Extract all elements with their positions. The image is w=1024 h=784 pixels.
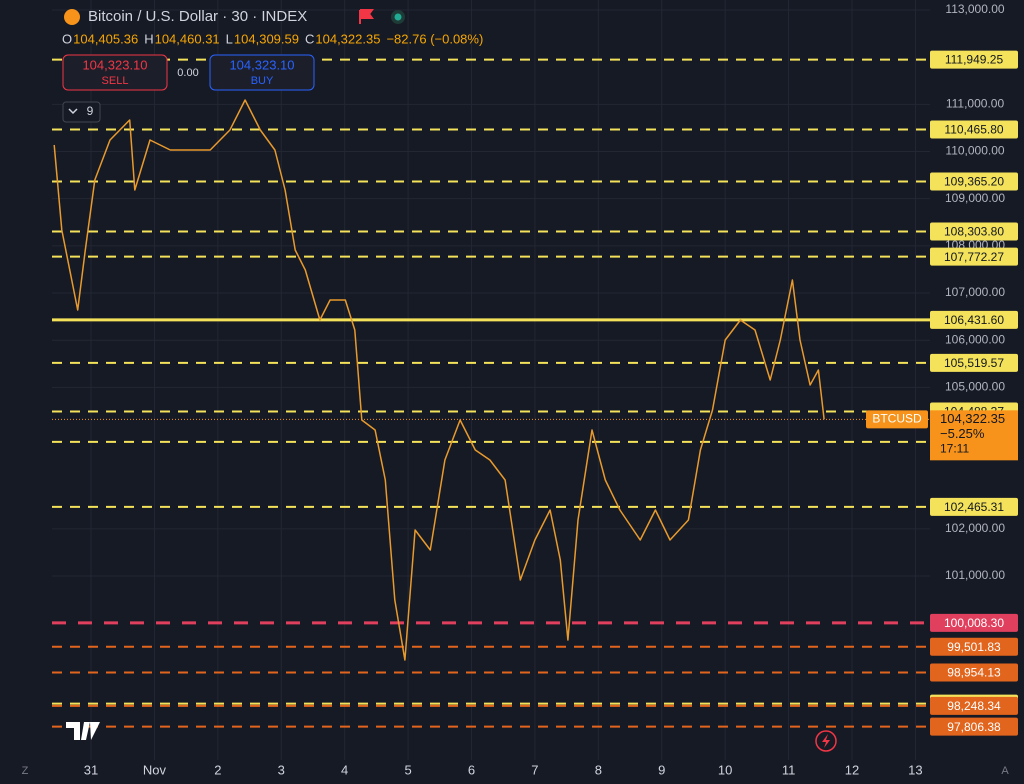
lightning-icon[interactable] [815,730,837,752]
level-label: 105,519.57 [944,356,1004,370]
ohlc-value: 104,309.59 [234,31,299,46]
y-tick-label: 109,000.00 [945,191,1005,205]
level-label: 100,008.30 [944,616,1004,630]
x-tick-label: Nov [143,762,167,777]
x-tick-label: 9 [658,762,665,777]
x-tick-label: 4 [341,762,348,777]
x-tick-label: 31 [84,762,98,777]
level-label: 107,772.27 [944,250,1004,264]
level-label: 98,248.34 [947,699,1001,713]
indicator-count: 9 [87,104,94,118]
countdown: 17:11 [940,441,969,455]
x-tick-label: 13 [908,762,922,777]
sell-price: 104,323.10 [82,57,147,72]
grid [52,0,930,760]
level-box [930,717,1018,736]
spread: 0.00 [177,67,198,79]
level-label: 99,501.83 [947,640,1001,654]
lightning-bolt [822,734,830,748]
level-label: 109,365.20 [944,175,1004,189]
x-tick-label: 8 [595,762,602,777]
x-tick-label: 12 [845,762,859,777]
level-box [930,120,1018,139]
level-label: 108,303.80 [944,225,1004,239]
sell-label: SELL [102,75,129,87]
current-price-box [930,410,1018,461]
buy-price: 104,323.10 [229,57,294,72]
chevron [68,108,78,115]
buy-button[interactable] [209,54,315,91]
ohlc-value: 104,460.31 [155,31,220,46]
level-box [930,172,1018,191]
x-tick-label: 6 [468,762,475,777]
level-box [930,613,1018,632]
y-tick-label: 101,000.00 [945,568,1005,582]
x-tick-label: 2 [214,762,221,777]
ohlc-value: 104,405.36 [73,31,138,46]
ohlc-key: C [305,31,314,46]
level-box [930,497,1018,516]
status-dot [394,13,402,21]
level-label: 111,949.25 [945,53,1004,67]
level-label: 98,954.13 [947,666,1001,680]
sell-button[interactable] [62,54,168,91]
ohlc: O 104,405.36 H 104,460.31 L 104,309.59 C 104,32… [62,31,483,46]
ohlc-change: −82.76 (−0.08%) [386,31,483,46]
x-tick-label: 3 [278,762,285,777]
level-box [930,637,1018,656]
levels [52,58,930,728]
plot [52,99,930,661]
symbol-tag [866,410,928,429]
axis-button-left[interactable]: Z [22,765,29,777]
axis: 31 Nov 2 3 4 5 6 7 8 9 10 11 12 13 113,000.00 111,000.0… [84,2,1018,777]
x-tick-label: 10 [718,762,732,777]
indicator-toggle[interactable] [62,101,101,123]
y-tick-label: 106,000.00 [945,332,1005,346]
y-tick-label: 110,000.00 [945,144,1004,158]
symbol-label: BTCUSD [872,411,922,425]
level-box [930,696,1018,715]
level-label: 106,431.60 [944,313,1004,327]
level-box [930,310,1018,329]
ohlc-key: O [62,31,72,46]
level-label: 97,806.38 [947,720,1001,734]
y-tick-label: 107,000.00 [945,285,1005,299]
y-tick-label: 105,000.00 [945,380,1005,394]
level-label: 102,465.31 [944,500,1004,514]
coin-icon [64,9,80,25]
level-box [930,50,1018,69]
price-line [53,99,825,661]
ohlc-value: 104,322.35 [315,31,380,46]
logo [66,722,100,740]
axis-button-right[interactable]: A [1001,765,1009,777]
current-price-label: 104,322.35 [940,411,1005,426]
x-tick-label: 7 [531,762,538,777]
level-box [930,222,1018,241]
level-box [930,353,1018,372]
y-tick-label: 113,000.00 [945,2,1004,16]
x-tick-label: 11 [782,762,796,777]
x-tick-label: 5 [404,762,411,777]
ohlc-key: L [226,31,233,46]
level-box [930,247,1018,266]
level-box [930,663,1018,682]
flag-icon[interactable] [359,9,374,24]
y-tick-label: 102,000.00 [945,521,1005,535]
current-change: −5.25% [940,426,985,441]
ohlc-key: H [144,31,153,46]
buy-label: BUY [251,75,274,87]
symbol-title: Bitcoin / U.S. Dollar · 30 · INDEX [88,8,307,25]
y-tick-label: 111,000.00 [946,97,1005,111]
level-label: 110,465.80 [944,123,1003,137]
